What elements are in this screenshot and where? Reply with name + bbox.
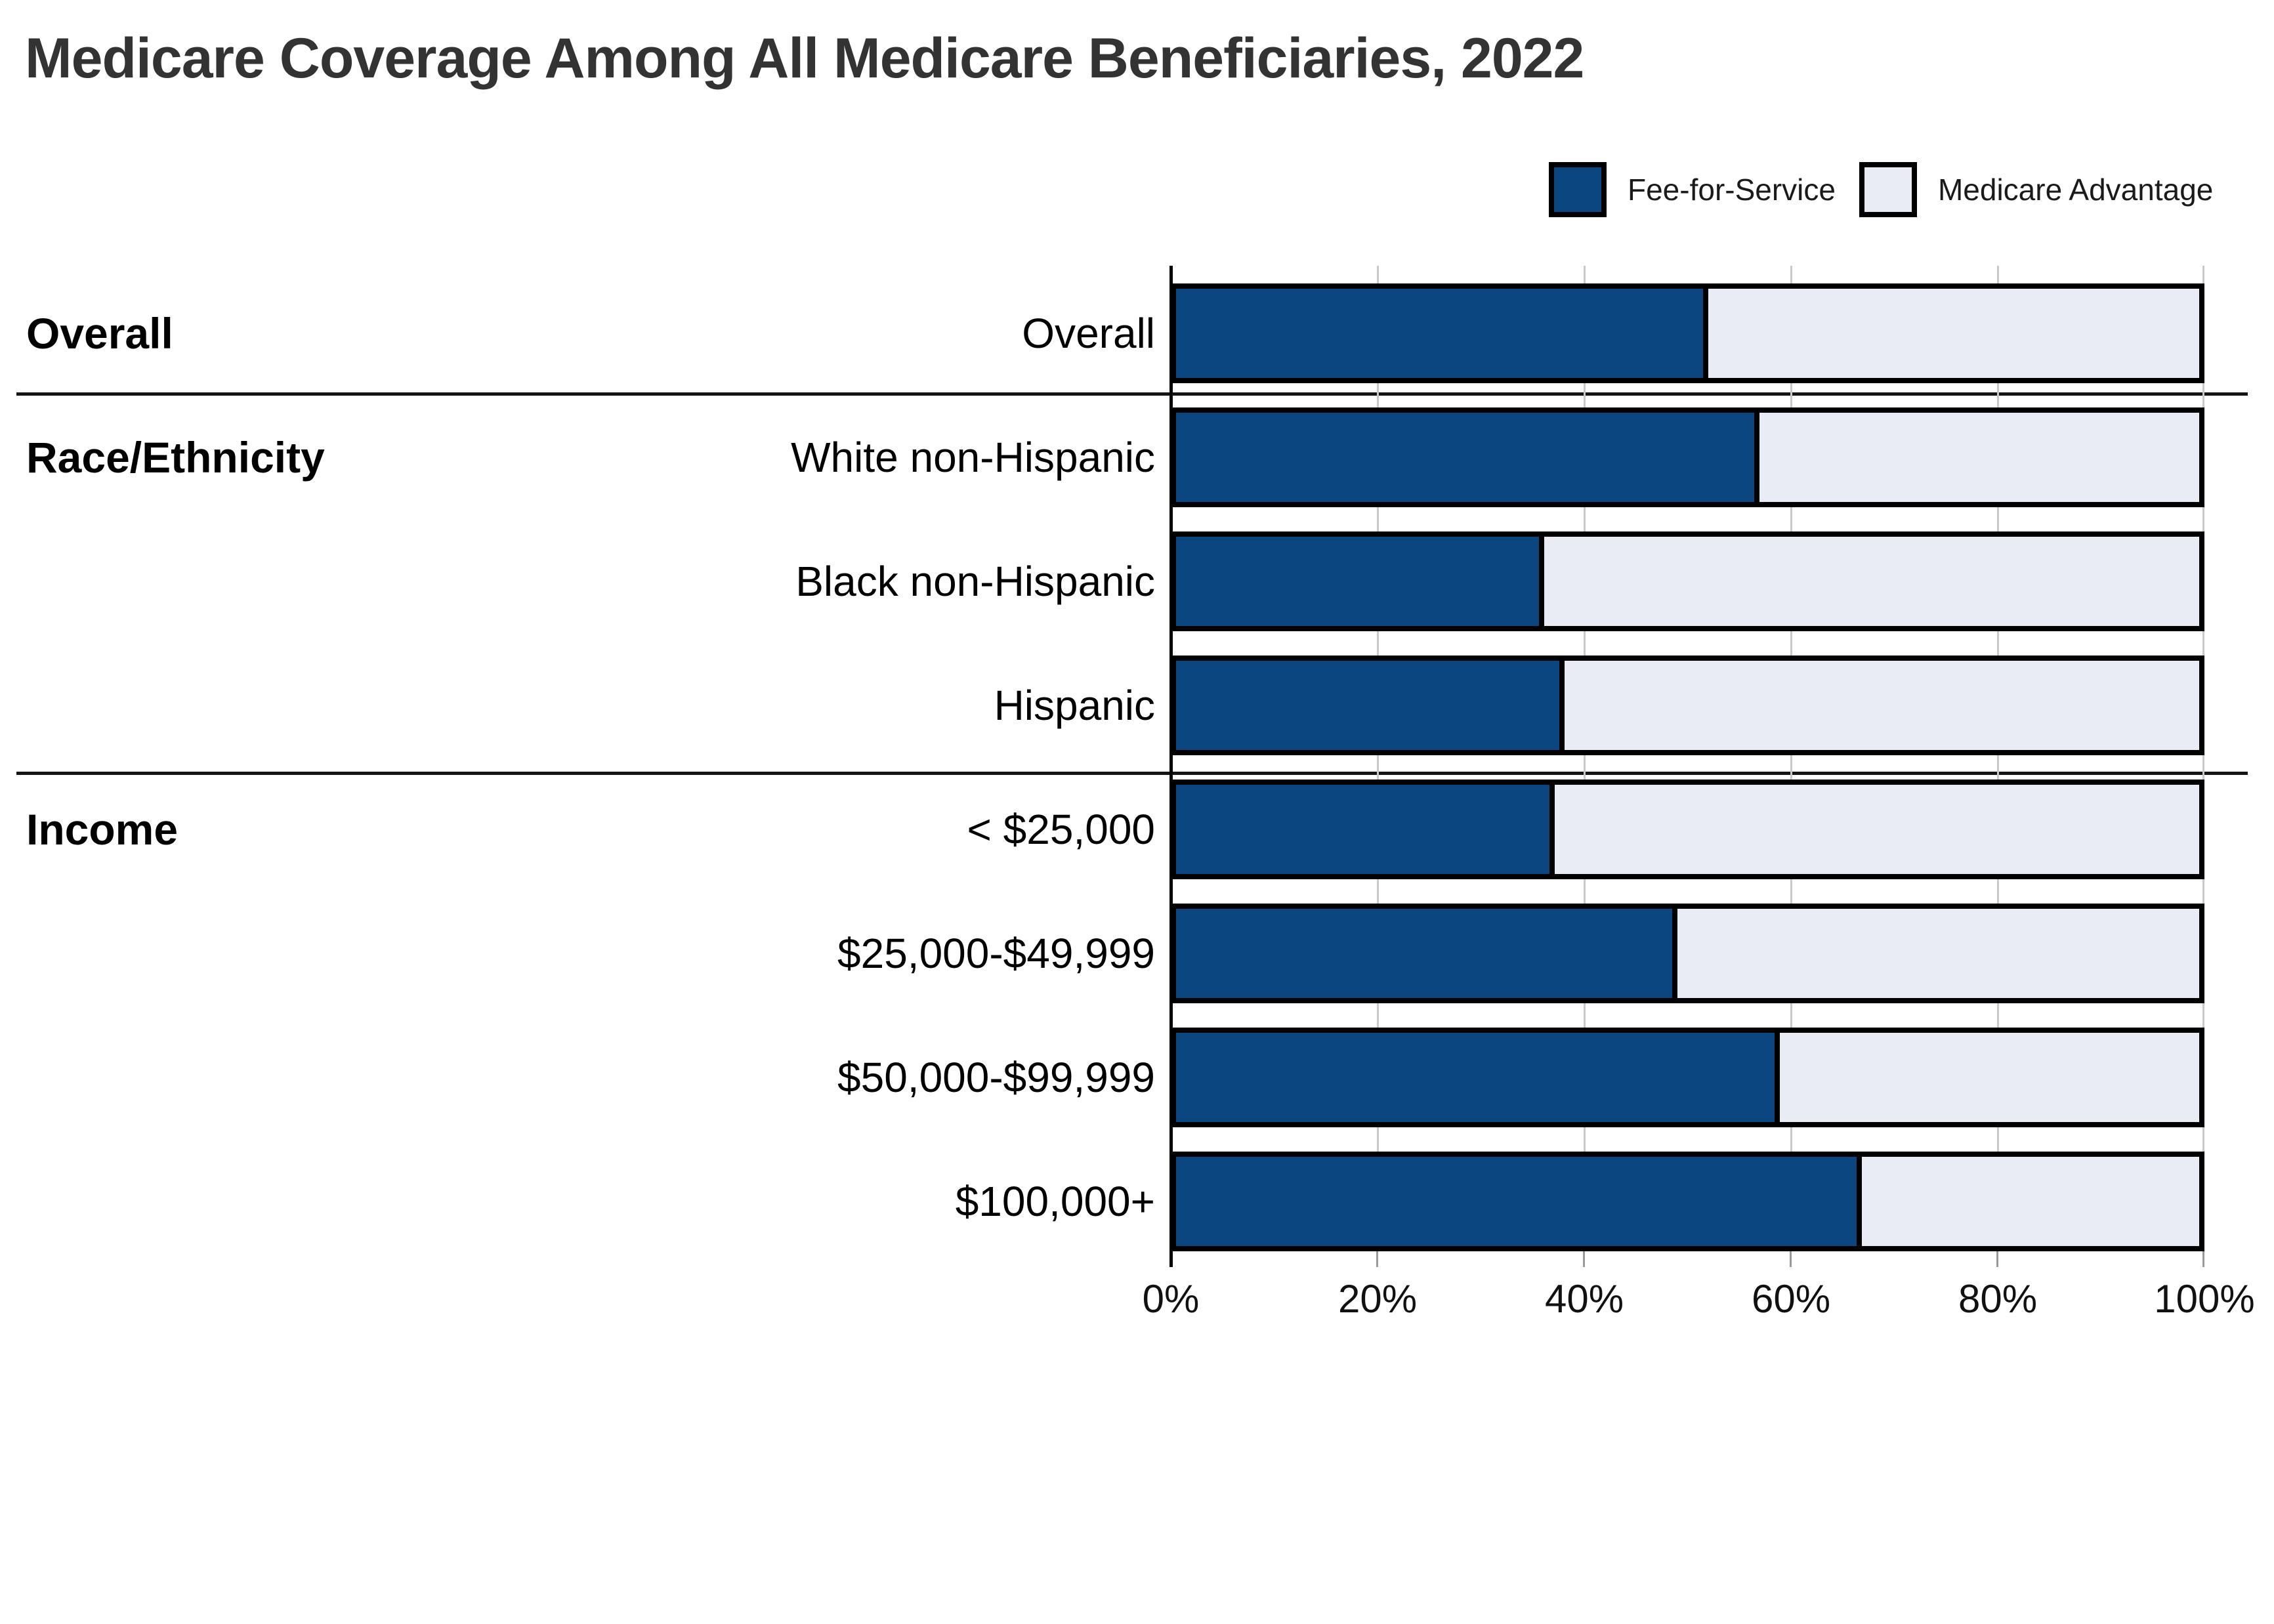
section-separator xyxy=(16,392,2248,396)
bar-25k-49k xyxy=(1171,904,2204,1003)
bar-black-ma-segment[interactable] xyxy=(1544,537,2199,626)
bar-hispanic xyxy=(1171,656,2204,755)
gridline-60 xyxy=(1790,266,1792,1250)
x-tick-label-0: 0% xyxy=(1142,1277,1200,1321)
x-tick-label-40: 40% xyxy=(1544,1277,1624,1321)
legend-item-medicare-advantage[interactable]: Medicare Advantage xyxy=(1859,162,2213,217)
legend-item-fee-for-service[interactable]: Fee-for-Service xyxy=(1549,162,1836,217)
legend-label-fee-for-service: Fee-for-Service xyxy=(1628,173,1836,207)
bar-overall-ffs-segment[interactable] xyxy=(1176,289,1708,378)
x-tick-label-60: 60% xyxy=(1751,1277,1831,1321)
bar-under-25k xyxy=(1171,780,2204,879)
bar-50k-99k xyxy=(1171,1028,2204,1127)
x-tick-100 xyxy=(2202,1250,2204,1267)
group-label-overall: Overall xyxy=(26,309,173,358)
bar-white-ffs-segment[interactable] xyxy=(1176,413,1759,502)
bar-white-non-hispanic xyxy=(1171,407,2204,507)
gridline-80 xyxy=(1997,266,1999,1250)
bar-black-ffs-segment[interactable] xyxy=(1176,537,1545,626)
section-separator xyxy=(16,772,2248,775)
bar-overall-ma-segment[interactable] xyxy=(1708,289,2199,378)
gridline-20 xyxy=(1377,266,1379,1250)
x-tick-label-80: 80% xyxy=(1958,1277,2038,1321)
group-label-income: Income xyxy=(26,805,179,854)
bar-100k-plus-ffs-segment[interactable] xyxy=(1176,1157,1862,1246)
legend-swatch-medicare-advantage xyxy=(1859,162,1917,217)
plot-area: 0% 20% 40% 60% 80% 100% xyxy=(1143,266,2255,1321)
bar-50k-99k-ma-segment[interactable] xyxy=(1779,1033,2199,1122)
gridline-100 xyxy=(2202,266,2204,1250)
row-label-50k-99k: $50,000-$99,999 xyxy=(837,1054,1155,1101)
bar-25k-49k-ma-segment[interactable] xyxy=(1677,909,2199,998)
bar-25k-49k-ffs-segment[interactable] xyxy=(1176,909,1677,998)
row-label-black-non-hispanic: Black non-Hispanic xyxy=(795,558,1155,605)
row-label-under-25k: < $25,000 xyxy=(967,806,1156,853)
bar-100k-plus-ma-segment[interactable] xyxy=(1861,1157,2199,1246)
x-tick-80 xyxy=(1996,1250,1998,1267)
bar-overall xyxy=(1171,283,2204,383)
gridline-40 xyxy=(1584,266,1586,1250)
legend: Fee-for-Service Medicare Advantage xyxy=(1549,162,2213,217)
legend-label-medicare-advantage: Medicare Advantage xyxy=(1937,173,2214,207)
bar-hispanic-ffs-segment[interactable] xyxy=(1176,661,1565,750)
x-tick-60 xyxy=(1790,1250,1792,1267)
bar-under-25k-ma-segment[interactable] xyxy=(1554,785,2199,874)
legend-swatch-fee-for-service xyxy=(1549,162,1607,217)
bar-50k-99k-ffs-segment[interactable] xyxy=(1176,1033,1780,1122)
group-label-race-ethnicity: Race/Ethnicity xyxy=(26,433,325,482)
x-tick-20 xyxy=(1376,1250,1378,1267)
bar-100k-plus xyxy=(1171,1152,2204,1251)
bar-white-ma-segment[interactable] xyxy=(1759,413,2199,502)
y-axis-line xyxy=(1169,266,1173,1267)
row-label-100k-plus: $100,000+ xyxy=(955,1178,1155,1225)
bar-black-non-hispanic xyxy=(1171,531,2204,631)
row-label-overall: Overall xyxy=(1022,310,1155,357)
x-tick-40 xyxy=(1583,1250,1585,1267)
x-tick-label-100: 100% xyxy=(2154,1277,2255,1321)
bar-under-25k-ffs-segment[interactable] xyxy=(1176,785,1555,874)
row-label-hispanic: Hispanic xyxy=(994,682,1155,729)
row-label-white-non-hispanic: White non-Hispanic xyxy=(791,434,1155,481)
x-tick-label-20: 20% xyxy=(1337,1277,1418,1321)
chart-title: Medicare Coverage Among All Medicare Ben… xyxy=(25,27,1584,90)
bar-hispanic-ma-segment[interactable] xyxy=(1565,661,2199,750)
row-label-25k-49k: $25,000-$49,999 xyxy=(837,930,1155,977)
